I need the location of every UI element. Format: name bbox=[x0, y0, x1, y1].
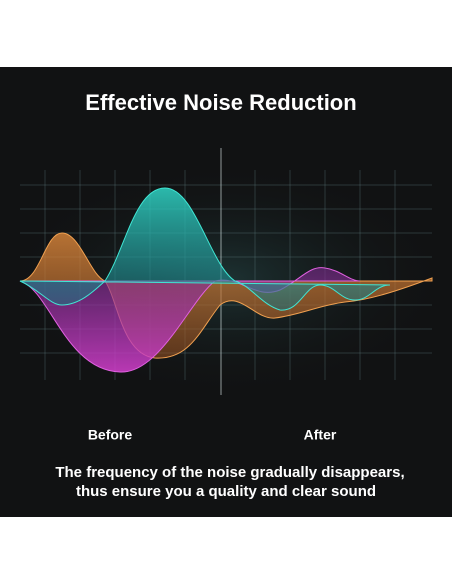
caption-line: thus ensure you a quality and clear soun… bbox=[76, 483, 376, 500]
before-label: Before bbox=[88, 427, 133, 443]
after-label: After bbox=[304, 427, 337, 443]
wave-teal bbox=[19, 187, 391, 311]
wave-orange bbox=[19, 232, 433, 359]
title: Effective Noise Reduction bbox=[85, 90, 356, 115]
caption-line: The frequency of the noise gradually dis… bbox=[55, 464, 404, 481]
